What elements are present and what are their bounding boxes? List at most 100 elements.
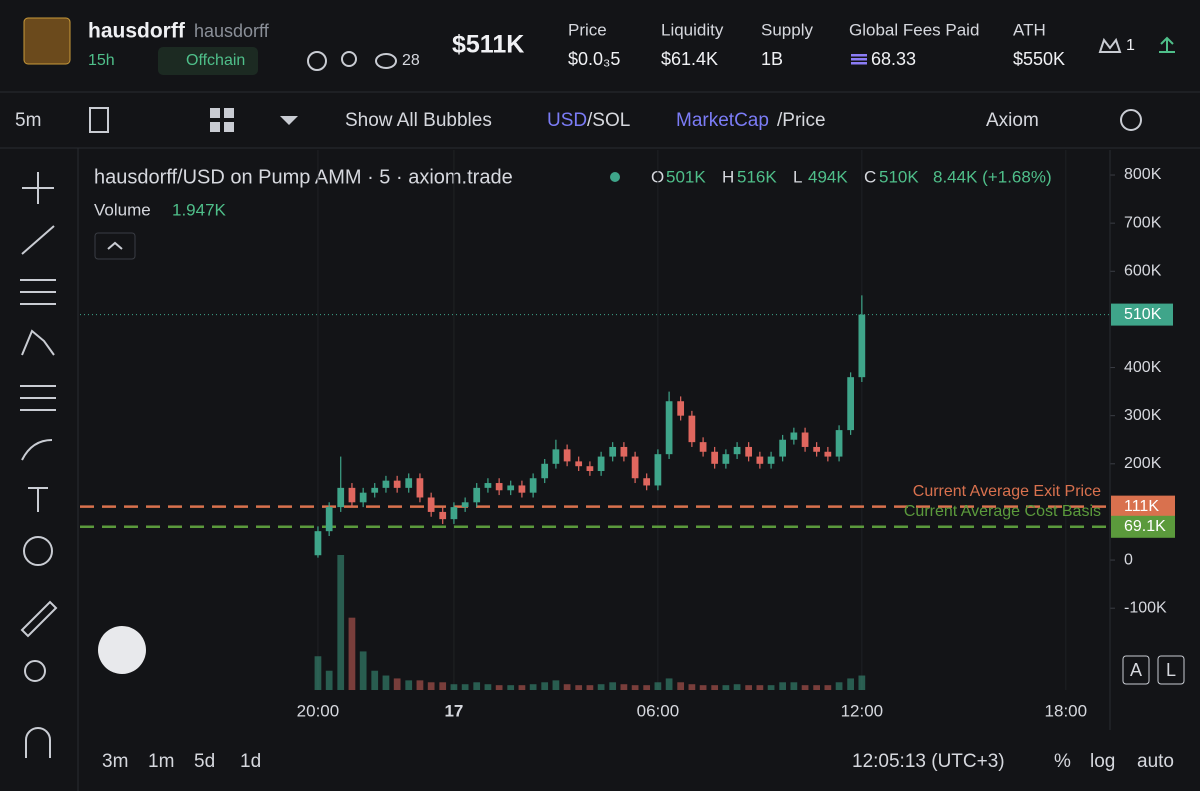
sol-icon: [851, 62, 867, 65]
candle-body: [461, 502, 469, 508]
volume-bar: [745, 685, 753, 690]
tools: [20, 172, 58, 758]
volume-bar: [722, 685, 730, 690]
age: 15h: [88, 52, 115, 69]
bubbles[interactable]: Show All Bubbles: [345, 110, 492, 131]
share-icon[interactable]: [1159, 36, 1175, 53]
ohlc-key: C: [864, 167, 876, 186]
volume-bar: [314, 656, 322, 690]
sol-icon: [851, 54, 867, 57]
candle-icon[interactable]: [89, 107, 109, 133]
y-tick-label: 400K: [1124, 359, 1162, 376]
grid-icon: [224, 108, 234, 118]
volume-bar: [484, 684, 492, 690]
y-tick-label: 700K: [1124, 214, 1162, 231]
candle-body: [711, 451, 719, 464]
volume-bar: [325, 670, 333, 690]
candle-body: [790, 432, 798, 440]
volume-bar: [382, 675, 390, 690]
range-button[interactable]: 1m: [148, 751, 174, 772]
volume-bar: [835, 682, 843, 690]
range-button[interactable]: 5d: [194, 751, 215, 772]
candle-body: [439, 511, 447, 520]
legend-title: hausdorff/USD on Pump AMM · 5 · axiom.tr…: [94, 166, 513, 188]
volume-bar: [529, 684, 537, 690]
collapse-button[interactable]: [94, 232, 136, 260]
candle-body: [371, 487, 379, 493]
volume-bar: [405, 680, 413, 690]
candle-body: [507, 485, 515, 491]
volume-bar: [631, 685, 639, 690]
count: 1: [1126, 37, 1135, 54]
scale-button[interactable]: [1157, 655, 1185, 685]
last-price-label: 510K: [1124, 306, 1162, 323]
avatar[interactable]: [23, 17, 71, 65]
ohlc-value: 501K: [666, 167, 706, 186]
x-tick-label: 17: [444, 701, 463, 720]
mode[interactable]: MarketCap: [676, 110, 769, 131]
volume-bar: [450, 684, 458, 690]
volume-bar: [439, 682, 447, 690]
candle-body: [586, 466, 594, 472]
interval[interactable]: 5m: [15, 110, 41, 131]
stat-value: 1B: [761, 49, 783, 69]
volume-bar: [665, 678, 673, 690]
volume-bar: [348, 617, 356, 690]
currency-alt[interactable]: /SOL: [587, 110, 630, 131]
source[interactable]: Axiom: [986, 110, 1039, 131]
search-icon[interactable]: [341, 51, 357, 67]
candle-body: [450, 507, 458, 520]
range-button[interactable]: 1d: [240, 751, 261, 772]
range-button[interactable]: 3m: [102, 751, 128, 772]
percent-toggle[interactable]: %: [1054, 751, 1071, 772]
scale-button[interactable]: [1122, 655, 1150, 685]
status: Offchain: [186, 52, 245, 69]
settings-icon[interactable]: [1120, 109, 1142, 131]
candle-body: [733, 446, 741, 455]
candle-body: [665, 401, 673, 455]
auto-toggle[interactable]: auto: [1137, 751, 1174, 772]
log-toggle[interactable]: log: [1090, 751, 1115, 772]
volume-bar: [575, 685, 583, 690]
candle-body: [416, 478, 424, 498]
ohlc-value: 494K: [808, 167, 848, 186]
scale-button-label: A: [1130, 660, 1142, 680]
candle-body: [541, 463, 549, 479]
market-cap: $511K: [452, 31, 524, 59]
clock: 12:05:13 (UTC+3): [852, 751, 1005, 772]
volume-bar: [473, 682, 481, 690]
web-icon[interactable]: [307, 51, 327, 71]
y-tick-label: 600K: [1124, 263, 1162, 280]
candle-body: [688, 415, 696, 443]
y-tick-label: 0: [1124, 551, 1133, 568]
volume-bar: [756, 685, 764, 690]
currency[interactable]: USD: [547, 110, 587, 131]
x-tick-label: 12:00: [841, 701, 884, 720]
candle-body: [722, 454, 730, 464]
mode-alt[interactable]: /Price: [777, 110, 826, 131]
volume-bar: [767, 685, 775, 690]
stat-value: 68.33: [871, 49, 916, 69]
candle-body: [801, 432, 809, 447]
volume-bar: [495, 685, 503, 690]
grid-icon[interactable]: [210, 108, 220, 118]
stat-label: Supply: [761, 20, 813, 39]
candle-body: [824, 451, 832, 457]
volume-bar: [371, 670, 379, 690]
volume-bar: [359, 651, 367, 690]
dropdown[interactable]: [280, 116, 298, 125]
candle-body: [337, 487, 345, 508]
stat-value: $61.4K: [661, 49, 718, 69]
x-tick-label: 06:00: [637, 701, 680, 720]
candle-body: [575, 461, 583, 467]
candle-body: [473, 487, 481, 503]
candle-body: [348, 487, 356, 503]
volume-bar: [801, 685, 809, 690]
candle-body: [393, 480, 401, 488]
volume-bar: [813, 685, 821, 690]
volume-bar: [790, 682, 798, 690]
price-line-label: 111K: [1124, 498, 1159, 515]
candle-body: [495, 483, 503, 491]
volume-bar: [847, 678, 854, 690]
